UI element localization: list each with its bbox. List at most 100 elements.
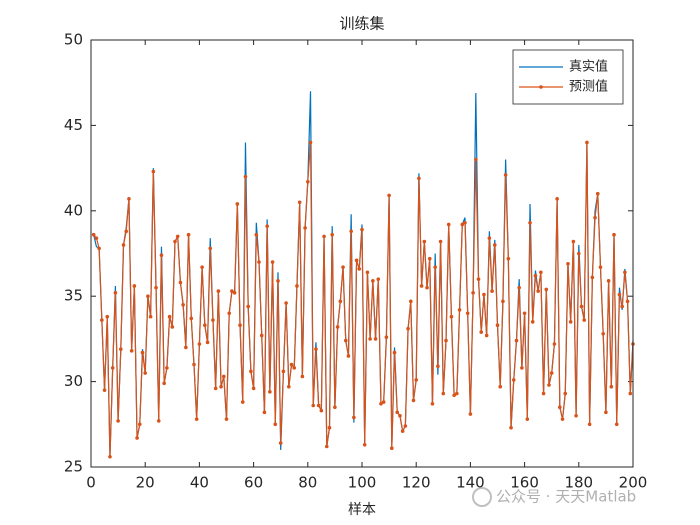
point (154, 285, 158, 290)
point (468, 412, 473, 416)
point (257, 260, 261, 264)
point (579, 304, 584, 309)
point (197, 342, 202, 346)
point (170, 325, 175, 329)
point (203, 323, 207, 328)
point (102, 388, 107, 392)
point (221, 374, 226, 379)
point (574, 413, 578, 418)
point (213, 386, 218, 391)
point (322, 234, 326, 239)
point (474, 157, 478, 162)
point (127, 197, 131, 201)
point (455, 391, 459, 396)
point (91, 232, 96, 237)
point (392, 350, 397, 355)
point (395, 410, 400, 415)
point (341, 265, 345, 269)
point (314, 347, 318, 351)
point (623, 270, 627, 275)
point (219, 384, 223, 389)
point (287, 384, 291, 389)
point (333, 405, 337, 410)
watermark: 公众号 · 天天Matlab (496, 488, 636, 506)
point (189, 316, 194, 321)
point (606, 279, 611, 283)
point (460, 222, 465, 227)
point (514, 338, 519, 343)
point (408, 299, 413, 304)
point (463, 220, 467, 225)
point (490, 289, 494, 293)
point (536, 289, 540, 293)
point (178, 280, 183, 285)
point (617, 292, 622, 297)
x-tick-label: 140 (456, 474, 485, 492)
point (94, 236, 99, 240)
point (425, 285, 429, 290)
x-tick-label: 160 (510, 474, 539, 492)
point (398, 413, 402, 418)
point (438, 239, 443, 244)
point (211, 318, 215, 322)
point (243, 174, 248, 179)
point (620, 304, 624, 309)
point (129, 349, 134, 353)
point (595, 191, 600, 196)
point (289, 362, 294, 367)
point (587, 422, 592, 427)
point (100, 318, 104, 322)
x-tick-label: 120 (402, 474, 431, 492)
point (446, 222, 451, 227)
point (427, 256, 432, 261)
point (265, 224, 269, 228)
point (135, 436, 139, 440)
point (186, 232, 191, 237)
point (376, 277, 381, 281)
point (230, 289, 234, 293)
point (517, 285, 521, 290)
point (360, 227, 364, 232)
point (381, 400, 386, 404)
point (403, 424, 408, 428)
point (560, 417, 565, 421)
point (346, 354, 351, 358)
point (506, 256, 511, 261)
y-tick-label: 25 (64, 458, 83, 476)
point (119, 347, 123, 351)
point (484, 333, 489, 338)
point (262, 410, 267, 415)
point (146, 294, 150, 299)
point (113, 290, 118, 295)
point (452, 393, 456, 398)
point (303, 226, 307, 230)
point (276, 279, 280, 283)
point (232, 290, 237, 295)
point (400, 429, 405, 433)
point (324, 444, 329, 449)
point (349, 229, 353, 234)
point (235, 202, 240, 206)
point (121, 243, 126, 247)
point (327, 425, 332, 430)
point (151, 169, 156, 174)
point (555, 197, 559, 201)
point (311, 403, 316, 408)
point (549, 371, 554, 375)
point (338, 299, 343, 304)
x-tick-label: 60 (244, 474, 263, 492)
point (124, 229, 129, 234)
point (105, 314, 110, 319)
point (419, 284, 424, 288)
point (192, 362, 196, 367)
point (110, 366, 115, 370)
point (227, 311, 232, 316)
point (308, 140, 313, 145)
point (300, 374, 305, 379)
point (259, 333, 264, 338)
point (628, 391, 633, 396)
y-tick-label: 30 (64, 372, 83, 390)
point (482, 292, 486, 297)
point (140, 350, 145, 355)
